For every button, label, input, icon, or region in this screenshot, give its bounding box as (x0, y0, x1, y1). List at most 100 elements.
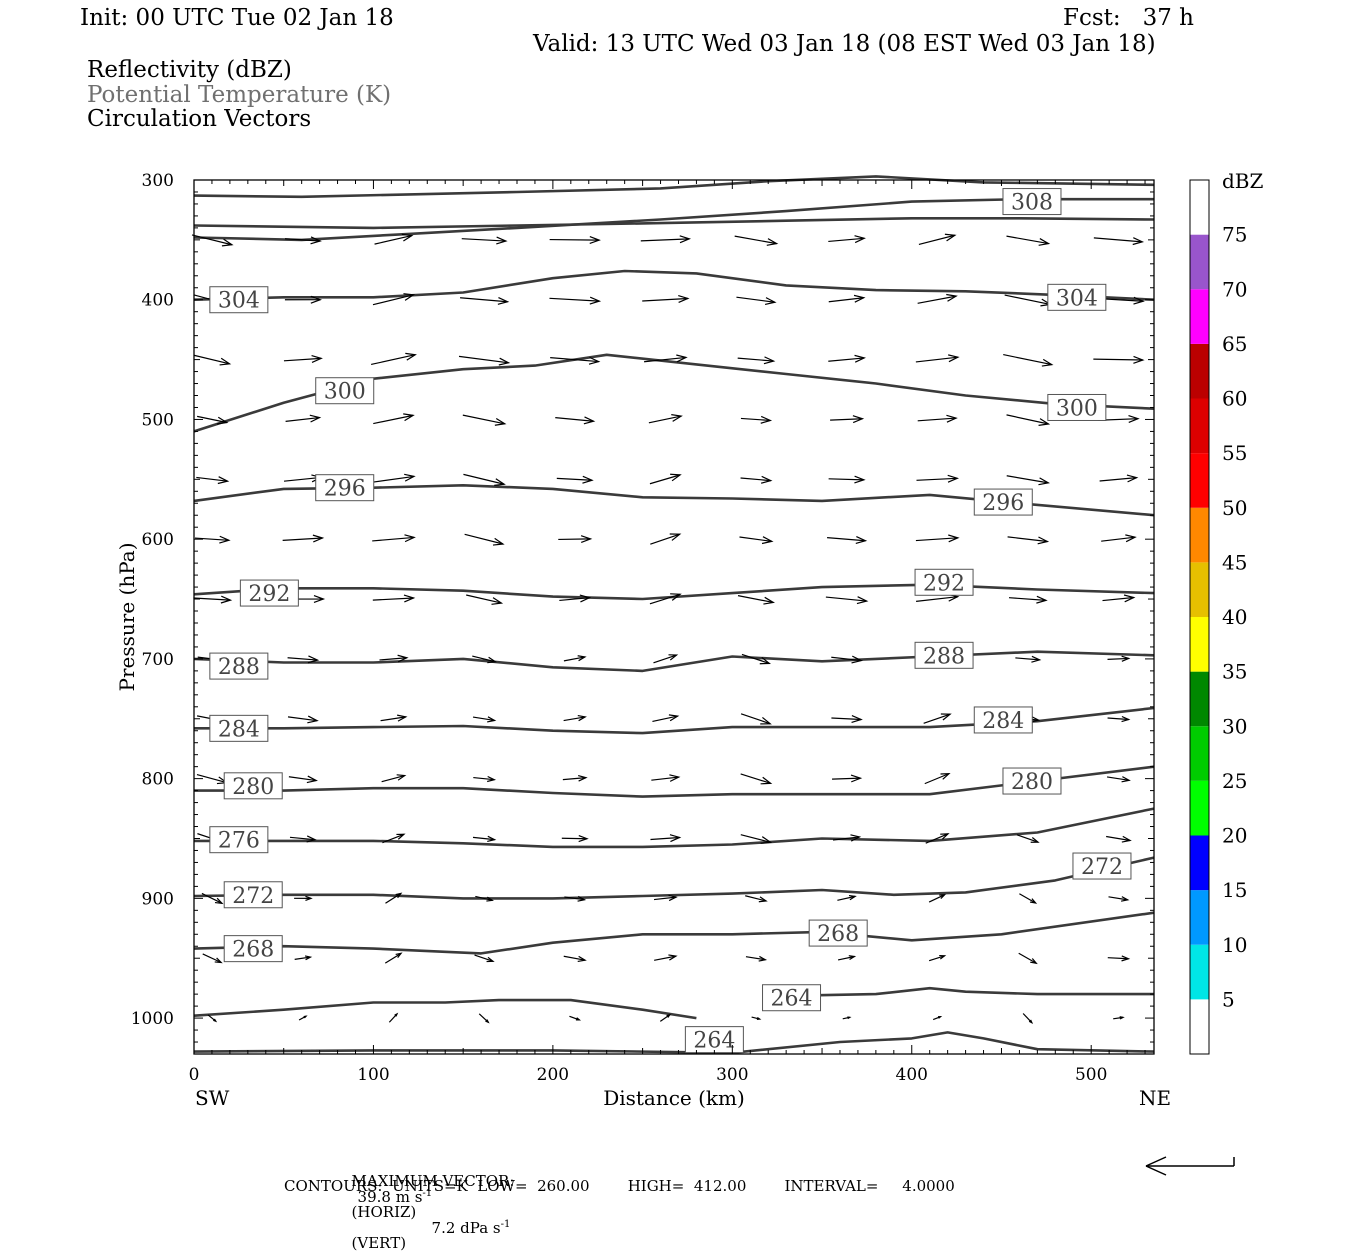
circulation-vector (1019, 894, 1035, 903)
plot-frame (194, 180, 1154, 1054)
colorbar-segment (1190, 999, 1209, 1054)
circulation-vector (653, 655, 676, 663)
theta-contour-268 (194, 913, 1154, 954)
x-tick-label: 400 (896, 1065, 928, 1085)
colorbar-segment (1190, 836, 1209, 891)
colorbar-segment (1190, 453, 1209, 508)
circulation-vector (916, 597, 958, 602)
x-tick-label: 0 (189, 1065, 200, 1085)
x-tick-label: 100 (357, 1065, 389, 1085)
contour-label: 296 (982, 491, 1024, 516)
colorbar-label: 35 (1222, 660, 1247, 684)
colorbar-label: 10 (1222, 933, 1247, 957)
y-tick-label: 900 (142, 889, 174, 909)
circulation-vector (741, 774, 771, 783)
colorbar-segment (1190, 781, 1209, 836)
y-tick-label: 300 (142, 171, 174, 191)
circulation-vector (929, 895, 945, 902)
y-tick-label: 600 (142, 530, 174, 550)
colorbar-segment (1190, 617, 1209, 672)
contour-label: 288 (218, 655, 260, 680)
circulation-vector (741, 835, 771, 843)
circulation-vector (549, 298, 599, 301)
circulation-vector (642, 298, 688, 300)
x-tick-label: 300 (716, 1065, 748, 1085)
x-tick-label: 200 (537, 1065, 569, 1085)
colorbar-label: 25 (1222, 769, 1247, 793)
colorbar-title: dBZ (1222, 169, 1264, 193)
y-tick-label: 400 (142, 291, 174, 311)
circulation-vector (919, 235, 955, 244)
colorbar-label: 40 (1222, 605, 1247, 629)
colorbar-segment (1190, 399, 1209, 454)
circulation-vector (475, 955, 493, 961)
circulation-vector (1008, 537, 1048, 542)
colorbar-label: 75 (1222, 223, 1247, 247)
theta-contour-line-15 (194, 1032, 1154, 1052)
x-end-label-sw: SW (195, 1086, 230, 1110)
y-tick-label: 800 (142, 770, 174, 790)
contour-label: 264 (693, 1029, 735, 1054)
circulation-vectors (192, 234, 1143, 1022)
colorbar-segment (1190, 945, 1209, 1000)
colorbar-segment (1190, 562, 1209, 617)
circulation-vector (558, 539, 590, 540)
contour-label: 292 (923, 571, 965, 596)
circulation-vector (650, 475, 680, 484)
circulation-vector (1023, 1013, 1032, 1022)
circulation-vector (916, 357, 958, 362)
contour-label: 284 (982, 709, 1024, 734)
colorbar-label: 60 (1222, 387, 1247, 411)
colorbar-label: 50 (1222, 496, 1247, 520)
contour-label: 300 (1056, 396, 1098, 421)
vert-superscript: -1 (501, 1219, 511, 1230)
contour-label: 304 (218, 289, 260, 314)
contour-label: 292 (248, 582, 290, 607)
y-tick-label: 500 (142, 410, 174, 430)
circulation-vector (479, 1014, 488, 1023)
contour-label: 304 (1056, 286, 1098, 311)
contour-label: 308 (1011, 191, 1053, 216)
theta-contour-304 (194, 271, 1154, 300)
circulation-vector (925, 774, 949, 784)
colorbar-segment (1190, 235, 1209, 290)
colorbar-segment (1190, 289, 1209, 344)
y-tick-label: 1000 (131, 1009, 174, 1029)
contour-label: 272 (1081, 855, 1123, 880)
x-end-label-ne: NE (1139, 1086, 1171, 1110)
contour-label: 272 (232, 884, 274, 909)
theta-contour-264 (194, 1000, 696, 1018)
colorbar-label: 45 (1222, 550, 1247, 574)
circulation-vector (650, 534, 679, 544)
circulation-vector (1093, 359, 1143, 360)
footer-max-vector: MAXIMUM VECTOR: 39.8 m s-1 (HORIZ) 7.2 d… (342, 1159, 514, 1251)
circulation-vector (462, 239, 506, 241)
theta-contours (194, 176, 1154, 1052)
circulation-vector (463, 474, 504, 484)
circulation-vector (641, 239, 689, 241)
circulation-vector (829, 479, 864, 480)
contour-label: 300 (324, 380, 366, 405)
contour-label: 296 (324, 477, 366, 502)
circulation-vector (203, 954, 221, 963)
theta-contour-264 (786, 988, 1154, 1006)
contour-label: 280 (1011, 770, 1053, 795)
colorbar-segment (1190, 344, 1209, 399)
contour-label: 280 (232, 775, 274, 800)
circulation-vector (1017, 835, 1038, 842)
circulation-vector (1019, 953, 1037, 963)
circulation-vector (916, 478, 957, 480)
colorbar-label: 20 (1222, 824, 1247, 848)
contour-label: 268 (232, 938, 274, 963)
colorbar-label: 5 (1222, 987, 1235, 1011)
circulation-vector (830, 419, 862, 420)
circulation-vector (373, 598, 414, 600)
vert-unit: (VERT) (352, 1234, 407, 1252)
x-axis-label: Distance (km) (603, 1086, 745, 1110)
plot-border (194, 180, 1154, 1054)
horiz-unit: (HORIZ) (352, 1203, 417, 1221)
